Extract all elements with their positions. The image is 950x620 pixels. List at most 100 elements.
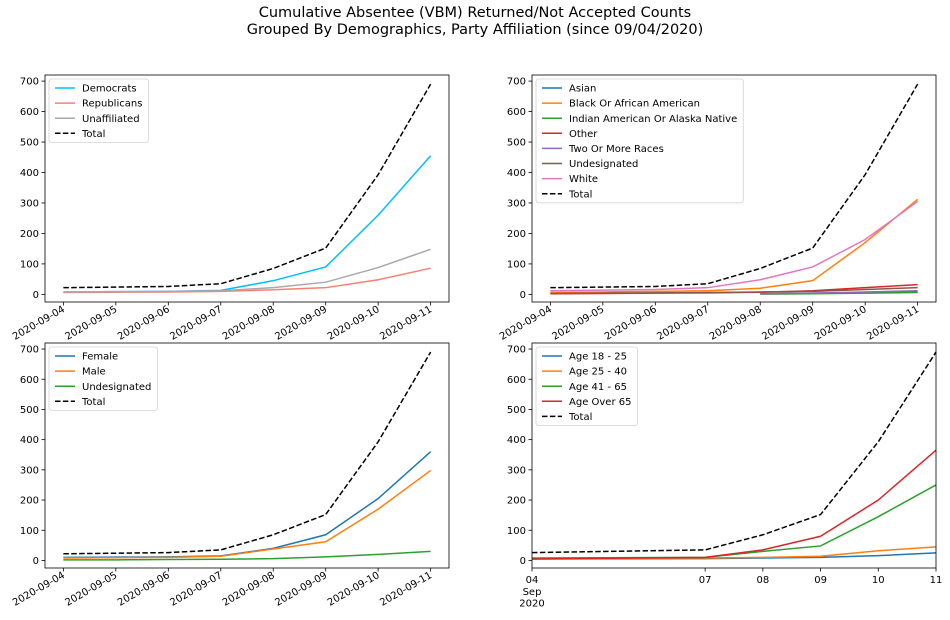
x-tick-label: 2020-09-09 (273, 304, 329, 343)
y-tick-label: 0 (520, 290, 526, 301)
x-tick-label: 08 (756, 575, 769, 586)
chart-gender: 01002003004005006007002020-09-042020-09-… (11, 342, 450, 609)
series-line-age-41-65 (531, 484, 937, 559)
legend-label: Total (568, 189, 592, 200)
x-tick-sublabel: Sep (523, 587, 542, 598)
legend-label: Age 25 - 40 (569, 367, 627, 378)
legend-label: Age Over 65 (569, 397, 631, 408)
x-tick-label: 2020-09-08 (221, 570, 277, 609)
x-tick-label: 07 (699, 575, 712, 586)
x-tick-label: 2020-09-06 (603, 304, 659, 343)
chart-party-affiliation: 01002003004005006007002020-09-042020-09-… (11, 74, 450, 343)
y-tick-label: 200 (20, 496, 39, 507)
y-tick-label: 600 (20, 375, 39, 386)
series-line-total (63, 83, 432, 289)
legend: Female Male Undesignated Total (48, 346, 158, 411)
axes-frame (44, 342, 450, 569)
legend: Asian Black Or African American Indian Ame… (535, 78, 744, 204)
x-tick-label: 2020-09-06 (116, 304, 172, 343)
series-line-total (63, 351, 432, 555)
legend-label: Unaffiliated (82, 114, 140, 125)
series-line-black-or-african-american (550, 198, 919, 294)
legend-label: Age 41 - 65 (569, 382, 627, 393)
x-tick-label: 2020-09-04 (11, 570, 67, 609)
y-tick-label: 300 (507, 199, 526, 210)
x-tick-label: 2020-09-11 (378, 570, 434, 609)
legend-label: White (569, 174, 598, 185)
figure-title-line-1: Cumulative Absentee (VBM) Returned/Not A… (258, 5, 692, 21)
legend-label: Other (569, 129, 598, 140)
y-tick-label: 400 (20, 168, 39, 179)
y-tick-label: 100 (20, 260, 39, 271)
legend-label: Two Or More Races (568, 144, 664, 155)
y-tick-label: 0 (33, 290, 39, 301)
x-tick-label: 2020-09-08 (708, 304, 764, 343)
y-tick-label: 600 (507, 107, 526, 118)
y-tick-label: 100 (20, 526, 39, 537)
x-tick-label: 2020-09-05 (550, 304, 606, 343)
y-tick-label: 700 (507, 77, 526, 88)
series-line-democrats (63, 155, 432, 293)
axes-frame (44, 74, 450, 303)
legend-label: Asian (569, 84, 596, 95)
x-tick-label: 2020-09-08 (221, 304, 277, 343)
series-line-total (550, 83, 919, 289)
legend-label: Age 18 - 25 (569, 352, 627, 363)
axes-frame (531, 342, 937, 569)
legend-label: Total (81, 397, 105, 408)
legend-label: Indian American Or Alaska Native (569, 114, 737, 125)
series-line-age-25-40 (531, 546, 937, 560)
x-tick-label: 2020-09-07 (168, 304, 224, 343)
series-line-two-or-more-races (760, 289, 918, 295)
y-tick-label: 200 (507, 496, 526, 507)
x-tick-label: 2020-09-04 (11, 304, 67, 343)
x-tick-label: 2020-09-10 (326, 570, 382, 609)
y-tick-label: 500 (20, 138, 39, 149)
y-tick-label: 500 (20, 405, 39, 416)
x-tick-label: 2020-09-05 (63, 304, 119, 343)
y-tick-label: 700 (507, 345, 526, 356)
y-tick-label: 300 (20, 199, 39, 210)
x-tick-label: 2020-09-11 (378, 304, 434, 343)
x-tick-label: 2020-09-10 (813, 304, 869, 343)
y-tick-label: 600 (507, 375, 526, 386)
legend-label: Democrats (82, 84, 137, 95)
y-tick-label: 400 (20, 435, 39, 446)
x-tick-label: 2020-09-05 (63, 570, 119, 609)
x-tick-label: 2020-09-04 (498, 304, 554, 343)
x-tick-label: 04 (526, 575, 539, 586)
legend: Age 18 - 25 Age 25 - 40 Age 41 - 65 Age Ove… (535, 346, 638, 426)
legend-frame (535, 78, 744, 204)
x-tick-sublabel: 2020 (519, 599, 544, 610)
legend-frame (48, 78, 149, 143)
legend-label: Republicans (82, 99, 142, 110)
series-line-age-over-65 (531, 449, 937, 560)
series-line-total (531, 351, 937, 554)
series-line-undesignated (550, 286, 918, 295)
y-tick-label: 100 (507, 526, 526, 537)
legend-frame (535, 346, 638, 426)
y-tick-label: 400 (507, 435, 526, 446)
y-tick-label: 200 (20, 229, 39, 240)
legend-label: Undesignated (82, 382, 151, 393)
legend-label: Undesignated (569, 159, 638, 170)
legend: Democrats Republicans Unaffiliated Total (48, 78, 149, 143)
legend-label: Total (81, 129, 105, 140)
y-tick-label: 300 (20, 465, 39, 476)
y-tick-label: 200 (507, 229, 526, 240)
y-tick-label: 500 (507, 405, 526, 416)
y-tick-label: 400 (507, 168, 526, 179)
figure-title-line-2: Grouped By Demographics, Party Affiliati… (246, 22, 704, 38)
y-tick-label: 0 (520, 556, 526, 567)
series-line-white (550, 200, 919, 292)
x-tick-label: 2020-09-07 (168, 570, 224, 609)
series-line-undesignated (63, 550, 431, 561)
legend-label: Male (82, 367, 106, 378)
y-tick-label: 300 (507, 465, 526, 476)
x-tick-label: 10 (872, 575, 885, 586)
x-tick-label: 2020-09-09 (760, 304, 816, 343)
x-tick-label: 2020-09-07 (655, 304, 711, 343)
figure-title: Cumulative Absentee (VBM) Returned/Not A… (0, 5, 950, 39)
x-tick-label: 2020-09-11 (865, 304, 921, 343)
